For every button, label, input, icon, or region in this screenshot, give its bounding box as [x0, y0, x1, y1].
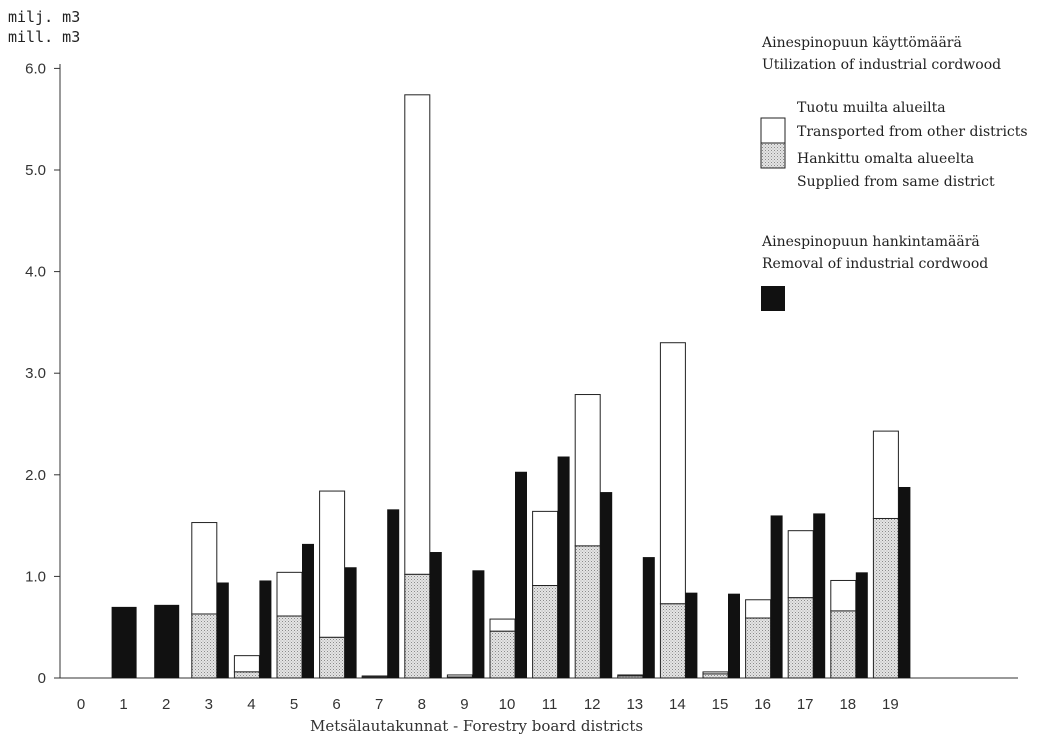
legend-removal-title-fi: Ainespinopuun hankintamäärä: [761, 234, 980, 250]
x-tick-label: 8: [418, 696, 426, 713]
y-tick-label: 1.0: [25, 568, 46, 585]
legend-supplied-fi: Hankittu omalta alueelta: [797, 151, 974, 167]
bar-removal: [387, 509, 400, 678]
x-axis-label: Metsälautakunnat - Forestry board distri…: [310, 717, 643, 735]
bar-transported: [404, 94, 431, 575]
x-tick-label: 19: [882, 696, 899, 713]
x-tick-label: 11: [542, 696, 558, 713]
x-tick-label: 12: [584, 696, 601, 713]
legend-utilization-title-fi: Ainespinopuun käyttömäärä: [761, 35, 962, 51]
bar-removal: [259, 580, 272, 678]
legend-transported-en: Transported from other districts: [797, 124, 1028, 140]
bar-removal: [154, 604, 180, 678]
bar-removal: [600, 492, 613, 678]
bar-removal: [642, 557, 655, 678]
legend-swatch-supplied: [760, 142, 786, 169]
bar-removal: [111, 606, 137, 678]
legend-transported-fi: Tuotu muilta alueilta: [797, 100, 946, 116]
x-tick-label: 7: [375, 696, 383, 713]
bar-supplied: [319, 636, 346, 679]
x-tick-label: 14: [669, 696, 686, 713]
legend: Ainespinopuun käyttömäärä Utilization of…: [760, 35, 1028, 311]
bar-removal: [728, 593, 740, 678]
bar-supplied: [361, 676, 388, 679]
bar-supplied: [489, 630, 516, 679]
bar-supplied: [787, 597, 814, 679]
bar-removal: [429, 552, 442, 678]
bar-supplied: [191, 613, 218, 679]
bar-removal: [344, 567, 357, 678]
y-ticks: 0 1.0 2.0 3.0 4.0 5.0 6.0: [25, 60, 60, 687]
x-tick-label: 18: [839, 696, 856, 713]
bar-supplied: [446, 676, 473, 679]
bar-transported: [276, 571, 303, 617]
bar-removal: [472, 570, 485, 678]
x-tick-label: 5: [290, 696, 298, 713]
x-ticks: 0 1 2 3 4 5 6 7 8 9 10 11 12 13 14 15 16 17 18 19: [77, 696, 899, 713]
x-tick-label: 10: [499, 696, 516, 713]
bar-supplied: [276, 615, 303, 679]
unit-label-1: milj. m3: [8, 8, 80, 26]
legend-swatch-removal: [761, 286, 785, 311]
bar-removal: [685, 592, 698, 678]
x-tick-label: 4: [247, 696, 255, 713]
bar-transported: [191, 522, 218, 615]
bar-removal: [302, 543, 314, 678]
bar-supplied: [532, 585, 559, 679]
y-tick-label: 3.0: [25, 365, 46, 382]
bar-removal: [557, 456, 570, 678]
bar-removal: [813, 513, 826, 678]
x-tick-label: 3: [205, 696, 213, 713]
bar-supplied: [233, 671, 260, 679]
bar-supplied: [702, 673, 729, 679]
y-tick-label: 5.0: [25, 162, 46, 179]
bar-supplied: [872, 517, 899, 679]
bar-transported: [872, 430, 899, 519]
bar-transported: [745, 599, 772, 619]
y-tick-label: 6.0: [25, 60, 46, 77]
bars: [111, 94, 911, 679]
y-tick-label: 2.0: [25, 467, 46, 484]
x-tick-label: 6: [332, 696, 340, 713]
x-tick-label: 16: [754, 696, 771, 713]
bar-removal: [770, 515, 783, 678]
bar-supplied: [404, 573, 431, 679]
bar-transported: [233, 655, 260, 673]
legend-supplied-en: Supplied from same district: [797, 174, 995, 190]
y-tick-label: 4.0: [25, 264, 46, 281]
bar-supplied: [830, 610, 857, 679]
bar-supplied: [617, 675, 644, 679]
x-tick-label: 0: [77, 696, 85, 713]
y-tick-label: 0: [38, 670, 46, 687]
bar-transported: [489, 618, 516, 632]
bar-supplied: [745, 617, 772, 679]
x-tick-label: 2: [162, 696, 170, 713]
bar-removal: [216, 582, 229, 678]
bar-transported: [319, 490, 346, 638]
unit-label-2: mill. m3: [8, 28, 80, 46]
legend-removal-title-en: Removal of industrial cordwood: [762, 256, 988, 272]
bar-transported: [574, 394, 601, 547]
x-tick-label: 17: [797, 696, 814, 713]
x-tick-label: 9: [460, 696, 468, 713]
legend-swatch-transported: [760, 117, 786, 144]
legend-utilization-title-en: Utilization of industrial cordwood: [762, 57, 1001, 73]
bar-removal: [855, 572, 868, 678]
bar-transported: [659, 342, 686, 605]
bar-removal: [515, 471, 527, 678]
bar-supplied: [659, 603, 686, 679]
x-tick-label: 13: [626, 696, 643, 713]
bar-transported: [532, 510, 559, 587]
bar-removal: [898, 486, 911, 678]
x-tick-label: 15: [712, 696, 729, 713]
x-tick-label: 1: [119, 696, 127, 713]
bar-transported: [830, 579, 857, 612]
bar-transported: [787, 530, 814, 599]
bar-supplied: [574, 545, 601, 679]
